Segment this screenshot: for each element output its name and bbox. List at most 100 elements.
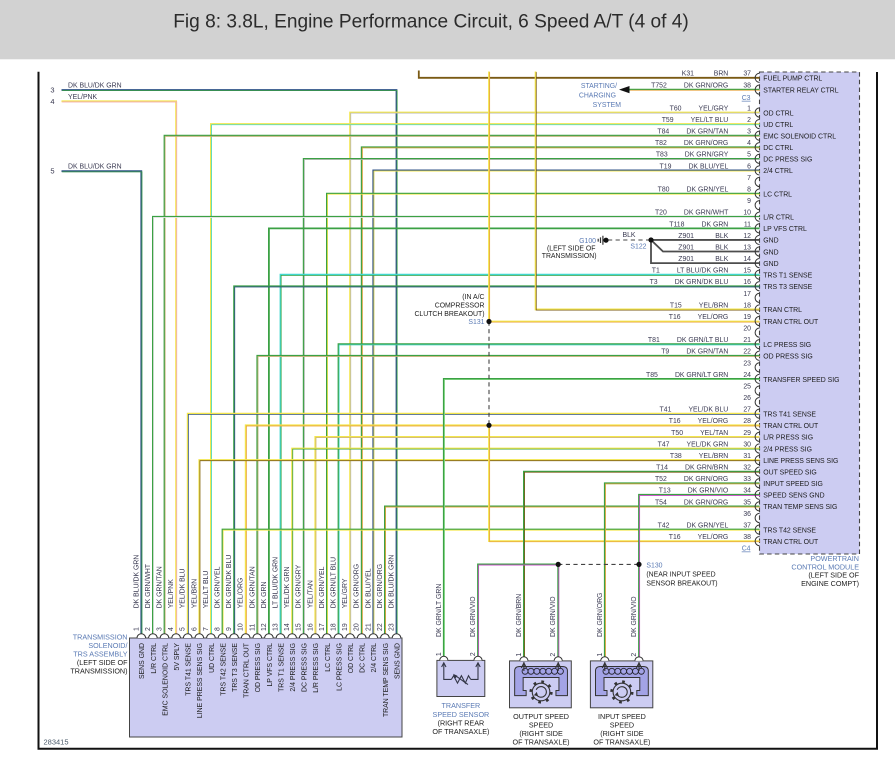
svg-text:DC CTRL: DC CTRL (360, 643, 367, 673)
svg-text:SPEED SENS GND: SPEED SENS GND (763, 493, 824, 500)
svg-text:(LEFT SIDE OF: (LEFT SIDE OF (77, 658, 128, 667)
svg-text:TRAN CTRL OUT: TRAN CTRL OUT (763, 539, 819, 546)
svg-text:5V SPLY: 5V SPLY (174, 643, 181, 671)
svg-text:C3: C3 (742, 95, 751, 102)
svg-text:Z901: Z901 (678, 244, 694, 251)
svg-text:32: 32 (743, 465, 751, 472)
svg-text:26: 26 (743, 395, 751, 402)
svg-text:BRN: BRN (714, 71, 729, 78)
svg-text:11: 11 (744, 221, 751, 228)
svg-text:DK GRN/ORG: DK GRN/ORG (684, 499, 728, 506)
svg-text:TRS T1 SENSE: TRS T1 SENSE (278, 643, 285, 692)
svg-text:31: 31 (743, 453, 751, 460)
svg-text:DK GRN/TAN: DK GRN/TAN (686, 349, 728, 356)
svg-text:YEL/ORG: YEL/ORG (238, 578, 245, 609)
svg-text:5: 5 (747, 152, 751, 159)
svg-text:20: 20 (354, 623, 361, 631)
svg-text:DK BLU/YEL: DK BLU/YEL (365, 568, 372, 608)
svg-text:21: 21 (743, 337, 751, 344)
svg-text:LC PRESS SIG: LC PRESS SIG (336, 643, 343, 691)
svg-text:16: 16 (743, 279, 751, 286)
svg-text:DK GRN/TAN: DK GRN/TAN (249, 566, 256, 608)
svg-text:TRAN CTRL OUT: TRAN CTRL OUT (763, 423, 819, 430)
svg-text:Z901: Z901 (678, 233, 694, 240)
svg-text:T60: T60 (670, 105, 682, 112)
svg-text:DK GRN: DK GRN (261, 581, 268, 608)
svg-text:DK GRN/TAN: DK GRN/TAN (157, 566, 164, 608)
svg-text:9: 9 (747, 198, 751, 205)
svg-text:23: 23 (743, 360, 751, 367)
svg-text:ENGINE COMPT): ENGINE COMPT) (801, 579, 859, 588)
svg-text:1: 1 (436, 652, 443, 656)
svg-text:6: 6 (191, 627, 198, 631)
svg-text:T9: T9 (661, 349, 669, 356)
svg-text:YEL/BRN: YEL/BRN (699, 453, 729, 460)
svg-text:12: 12 (743, 233, 751, 240)
svg-text:LP VFS CTRL: LP VFS CTRL (763, 226, 807, 233)
svg-text:T82: T82 (655, 140, 667, 147)
svg-text:DK GRN/BRN: DK GRN/BRN (516, 594, 523, 637)
svg-text:18: 18 (331, 623, 338, 631)
svg-text:T14: T14 (656, 465, 668, 472)
svg-text:6: 6 (747, 163, 751, 170)
svg-text:CHARGING: CHARGING (579, 93, 616, 100)
svg-text:DK GRN/YEL: DK GRN/YEL (687, 186, 729, 193)
svg-text:BLK: BLK (622, 232, 635, 239)
svg-text:14: 14 (743, 256, 751, 263)
svg-text:2: 2 (470, 652, 477, 656)
svg-text:27: 27 (743, 407, 751, 414)
svg-text:L/R PRESS SIG: L/R PRESS SIG (313, 643, 320, 693)
svg-text:4: 4 (50, 97, 54, 106)
svg-text:DK GRN/YEL: DK GRN/YEL (687, 522, 729, 529)
svg-text:2/4 CTRL: 2/4 CTRL (763, 168, 793, 175)
svg-text:38: 38 (743, 534, 751, 541)
svg-text:T16: T16 (669, 418, 681, 425)
svg-text:YEL/DK BLU: YEL/DK BLU (688, 407, 728, 414)
svg-text:DK GRN/ORG: DK GRN/ORG (684, 83, 728, 90)
svg-text:2/4 PRESS SIG: 2/4 PRESS SIG (763, 446, 812, 453)
svg-text:DC PRESS SIG: DC PRESS SIG (302, 643, 309, 692)
svg-text:SPEED: SPEED (610, 720, 634, 729)
svg-text:35: 35 (743, 499, 751, 506)
svg-text:20: 20 (743, 326, 751, 333)
svg-text:CLUTCH BREAKOUT): CLUTCH BREAKOUT) (414, 311, 484, 318)
svg-text:DK BLU/DK GRN: DK BLU/DK GRN (68, 83, 122, 90)
svg-text:8: 8 (747, 186, 751, 193)
svg-text:YEL/DK GRN: YEL/DK GRN (687, 441, 729, 448)
svg-text:OD CTRL: OD CTRL (348, 643, 355, 673)
svg-text:SOLENOID/: SOLENOID/ (88, 641, 127, 650)
svg-text:INPUT SPEED SIG: INPUT SPEED SIG (763, 481, 823, 488)
svg-text:1: 1 (747, 105, 751, 112)
svg-text:12: 12 (261, 623, 268, 631)
svg-text:1: 1 (516, 653, 523, 657)
svg-text:YEL/BRN: YEL/BRN (191, 579, 198, 609)
svg-text:SPEED: SPEED (529, 720, 553, 729)
svg-text:TRS T41 SENSE: TRS T41 SENSE (186, 643, 193, 696)
svg-text:2: 2 (631, 653, 638, 657)
svg-text:3: 3 (50, 86, 54, 95)
svg-text:5: 5 (180, 627, 187, 631)
svg-text:STARTING/: STARTING/ (581, 83, 617, 90)
svg-text:DK GRN/YEL: DK GRN/YEL (215, 566, 222, 608)
svg-text:T81: T81 (648, 337, 660, 344)
svg-text:T1: T1 (652, 268, 660, 275)
svg-text:13: 13 (743, 244, 751, 251)
svg-text:FUEL PUMP CTRL: FUEL PUMP CTRL (763, 76, 822, 83)
svg-text:STARTER RELAY CTRL: STARTER RELAY CTRL (763, 87, 838, 94)
svg-text:T84: T84 (657, 129, 669, 136)
svg-text:16: 16 (307, 623, 314, 631)
svg-text:24: 24 (743, 372, 751, 379)
svg-text:2: 2 (145, 627, 152, 631)
svg-text:K31: K31 (682, 71, 694, 78)
svg-text:T50: T50 (671, 430, 683, 437)
svg-text:25: 25 (743, 383, 751, 390)
svg-text:T59: T59 (662, 117, 674, 124)
svg-text:LT BLU/DK GRN: LT BLU/DK GRN (273, 557, 280, 608)
svg-text:YEL/ORG: YEL/ORG (698, 418, 729, 425)
svg-text:T47: T47 (658, 441, 670, 448)
svg-text:TRANSFER SPEED SIG: TRANSFER SPEED SIG (763, 377, 839, 384)
svg-text:OF TRANSAXLE): OF TRANSAXLE) (593, 738, 650, 747)
svg-text:T54: T54 (655, 499, 667, 506)
svg-text:T19: T19 (660, 163, 672, 170)
svg-text:DK GRN/ORG: DK GRN/ORG (354, 564, 361, 608)
